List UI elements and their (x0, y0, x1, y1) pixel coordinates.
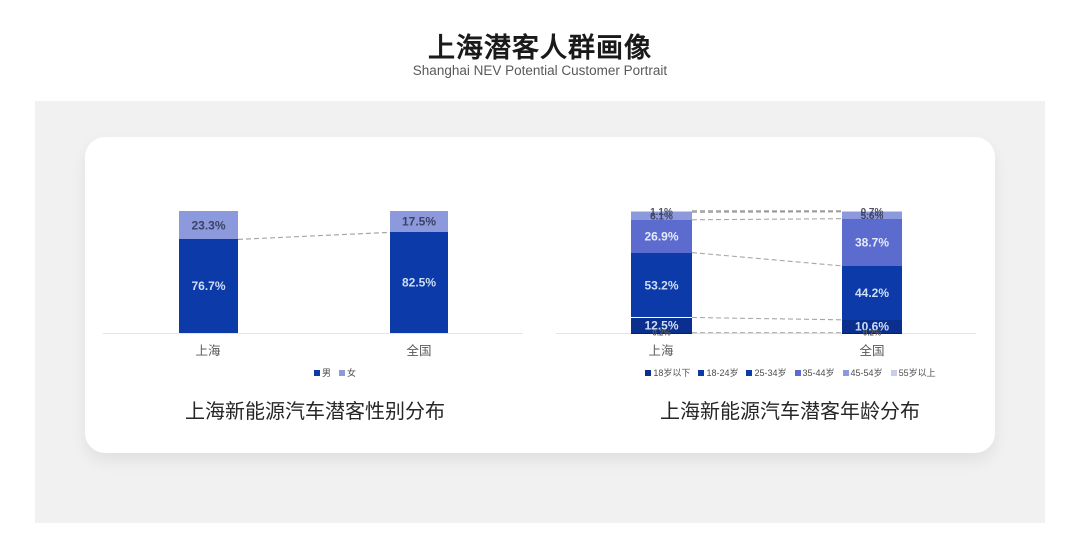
svg-text:44.2%: 44.2% (855, 286, 889, 300)
svg-text:38.7%: 38.7% (855, 235, 889, 249)
svg-text:6.1%: 6.1% (650, 212, 673, 223)
svg-text:26.9%: 26.9% (644, 229, 678, 243)
svg-text:5.6%: 5.6% (861, 211, 884, 222)
svg-text:53.2%: 53.2% (644, 278, 678, 292)
svg-text:0.2%: 0.2% (652, 329, 670, 338)
svg-text:0.2%: 0.2% (863, 329, 881, 338)
